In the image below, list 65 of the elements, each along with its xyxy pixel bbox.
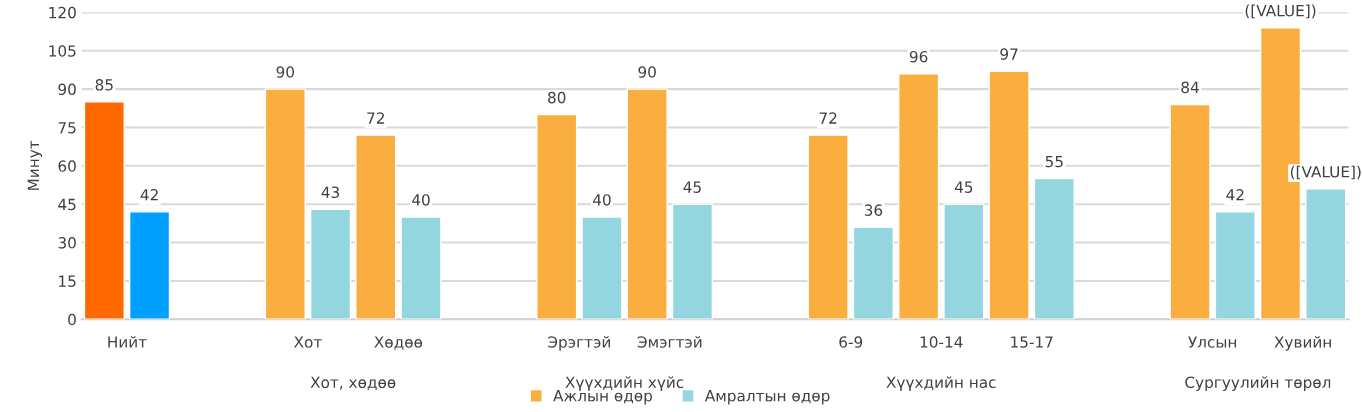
y-axis-title: Минут <box>27 140 43 190</box>
y-tick-label: 105 <box>49 45 76 57</box>
data-label: 43 <box>321 186 340 199</box>
bar <box>581 216 623 320</box>
bar <box>264 88 306 320</box>
bar <box>128 211 171 320</box>
x-tick-label: Хот <box>294 336 322 348</box>
data-label: 40 <box>592 194 611 206</box>
data-label: 80 <box>548 91 566 104</box>
data-label: 42 <box>1226 189 1244 201</box>
bar <box>898 73 940 320</box>
bar <box>83 101 125 320</box>
x-tick-label: Хувийн <box>1274 336 1331 351</box>
bar <box>309 208 352 320</box>
x-tick-label: Нийт <box>108 336 147 348</box>
data-label: 45 <box>954 181 973 193</box>
data-label: ([VALUE]) <box>1290 165 1361 180</box>
y-tick-label: 120 <box>49 6 76 19</box>
text: Хот, хөдөө <box>310 376 396 390</box>
data-label: 72 <box>819 112 837 124</box>
data-label: 90 <box>638 66 656 78</box>
bar <box>400 216 442 320</box>
bar <box>1214 211 1256 320</box>
data-label: 90 <box>276 66 294 78</box>
x-tick-label: Эрэгтэй <box>548 336 610 351</box>
bar <box>852 226 894 320</box>
data-label: 72 <box>367 112 384 124</box>
y-tick-label: 15 <box>59 275 76 287</box>
legend-label: Ажлын өдөр <box>553 390 653 405</box>
bar <box>807 134 849 320</box>
data-label: 40 <box>412 194 430 206</box>
y-tick-label: 0 <box>68 313 76 326</box>
y-tick-label: 75 <box>58 122 76 134</box>
data-label: 85 <box>95 79 113 91</box>
text: Хүүхдийн хүйс <box>565 376 684 392</box>
bar <box>671 203 714 320</box>
x-tick-label: Улсын <box>1188 336 1237 348</box>
bar <box>943 203 985 320</box>
data-label: 96 <box>909 50 928 63</box>
data-label: 45 <box>683 181 701 193</box>
data-label: ([VALUE]) <box>1245 4 1316 19</box>
data-label: 97 <box>1000 48 1018 60</box>
bar <box>536 113 578 320</box>
x-tick-label: Эмэгтэй <box>637 336 702 348</box>
bar <box>626 88 668 320</box>
legend-label: Амралтын өдөр <box>704 390 830 405</box>
bar <box>988 70 1030 320</box>
data-label: 42 <box>140 189 158 201</box>
text: Хүүхдийн нас <box>886 376 996 392</box>
text: Сургуулийн төрөл <box>1185 376 1331 392</box>
x-tick-label: 15-17 <box>1011 336 1053 348</box>
y-tick-label: 90 <box>58 83 76 96</box>
y-tick-label: 30 <box>58 237 76 249</box>
y-tick-label: 60 <box>58 160 76 172</box>
bar <box>1033 177 1075 320</box>
x-tick-label: 10-14 <box>920 336 963 348</box>
bar <box>1169 103 1211 320</box>
data-label: 36 <box>864 204 883 216</box>
data-label: 84 <box>1181 81 1199 94</box>
bar <box>1305 188 1347 320</box>
data-label: 55 <box>1045 155 1063 168</box>
y-tick-label: 45 <box>58 198 76 211</box>
x-tick-label: 6-9 <box>839 336 863 348</box>
bar <box>355 134 397 320</box>
x-tick-label: Хөдөө <box>374 336 423 350</box>
